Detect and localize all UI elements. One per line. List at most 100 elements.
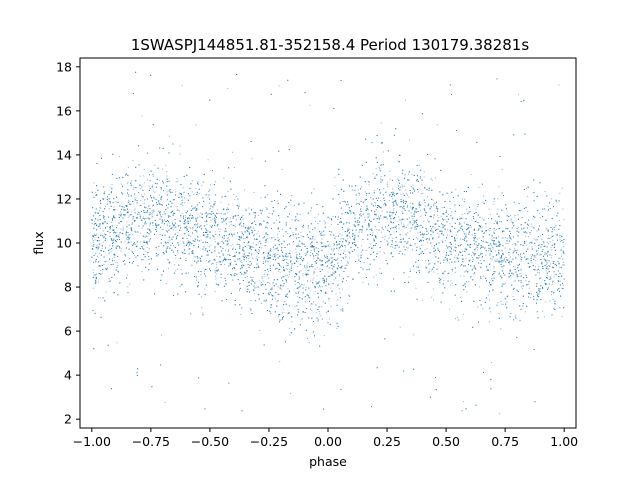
data-point <box>308 269 310 271</box>
data-point <box>313 277 315 279</box>
data-point <box>407 232 409 234</box>
data-point <box>483 195 485 197</box>
data-point <box>436 229 438 231</box>
data-point <box>427 272 429 274</box>
data-point <box>494 259 496 261</box>
data-point <box>313 258 315 260</box>
data-point <box>180 284 182 286</box>
data-point <box>501 237 503 239</box>
data-point <box>331 248 332 250</box>
data-point <box>514 316 516 318</box>
data-point <box>278 230 280 232</box>
data-point <box>433 299 434 301</box>
data-point <box>408 222 410 224</box>
data-point <box>496 259 498 260</box>
data-point <box>558 84 560 86</box>
data-point <box>534 266 536 268</box>
data-point <box>252 276 254 278</box>
data-point <box>525 235 527 237</box>
data-point <box>561 187 563 189</box>
data-point <box>314 285 315 287</box>
data-point <box>347 238 349 240</box>
data-point <box>390 246 392 247</box>
data-point <box>307 262 309 264</box>
data-point <box>493 223 495 224</box>
data-point <box>563 246 565 248</box>
data-point <box>485 254 487 256</box>
data-point <box>394 217 396 219</box>
data-point <box>97 247 99 249</box>
data-point <box>379 217 381 219</box>
data-point <box>198 244 200 246</box>
data-point <box>496 236 498 238</box>
data-point <box>95 260 97 262</box>
data-point <box>220 277 222 278</box>
data-point <box>438 217 440 219</box>
data-point <box>244 277 246 278</box>
data-point <box>110 186 112 188</box>
data-point <box>545 219 547 221</box>
data-point <box>215 278 217 280</box>
data-point <box>111 184 113 185</box>
data-point <box>143 216 145 218</box>
data-point <box>94 220 96 222</box>
data-point <box>278 85 280 87</box>
data-point <box>310 303 312 305</box>
data-point <box>219 230 221 232</box>
data-point <box>559 236 561 238</box>
data-point <box>359 221 361 223</box>
data-point <box>545 228 547 230</box>
data-point <box>190 220 191 222</box>
data-point <box>509 272 511 274</box>
data-point <box>166 175 168 177</box>
data-point <box>360 213 362 215</box>
data-point <box>134 197 136 199</box>
data-point <box>266 227 268 229</box>
data-point <box>549 238 551 239</box>
data-point <box>311 309 313 311</box>
data-point <box>289 393 291 394</box>
data-point <box>245 208 247 210</box>
data-point <box>236 243 238 245</box>
data-point <box>499 244 501 246</box>
data-point <box>210 184 211 186</box>
data-point <box>177 232 179 234</box>
data-point <box>563 252 565 254</box>
data-point <box>544 254 546 256</box>
data-point <box>378 219 380 220</box>
data-point <box>271 255 273 257</box>
data-point <box>183 253 185 255</box>
data-point <box>301 259 302 260</box>
data-point <box>506 301 508 303</box>
data-point <box>478 243 480 245</box>
data-point <box>184 202 186 204</box>
data-point <box>435 207 437 209</box>
data-point <box>383 216 385 217</box>
data-point <box>348 242 350 244</box>
data-point <box>213 204 215 206</box>
data-point <box>253 191 255 193</box>
data-point <box>489 253 491 255</box>
data-point <box>472 256 473 258</box>
data-point <box>315 221 316 222</box>
data-point <box>498 271 500 273</box>
data-point <box>413 189 415 191</box>
data-point <box>152 224 154 226</box>
data-point <box>552 261 554 262</box>
data-point <box>525 241 527 243</box>
data-point <box>513 215 515 217</box>
data-point <box>285 294 287 296</box>
data-point <box>273 248 275 250</box>
data-point <box>152 215 154 217</box>
data-point <box>127 181 129 183</box>
data-point <box>99 207 101 209</box>
data-point <box>106 226 108 228</box>
data-point <box>538 294 540 296</box>
data-point <box>193 207 195 209</box>
data-point <box>242 248 244 250</box>
data-point <box>329 263 331 265</box>
data-point <box>469 230 470 232</box>
data-point <box>464 198 466 200</box>
data-point <box>358 231 360 233</box>
data-point <box>232 247 234 249</box>
